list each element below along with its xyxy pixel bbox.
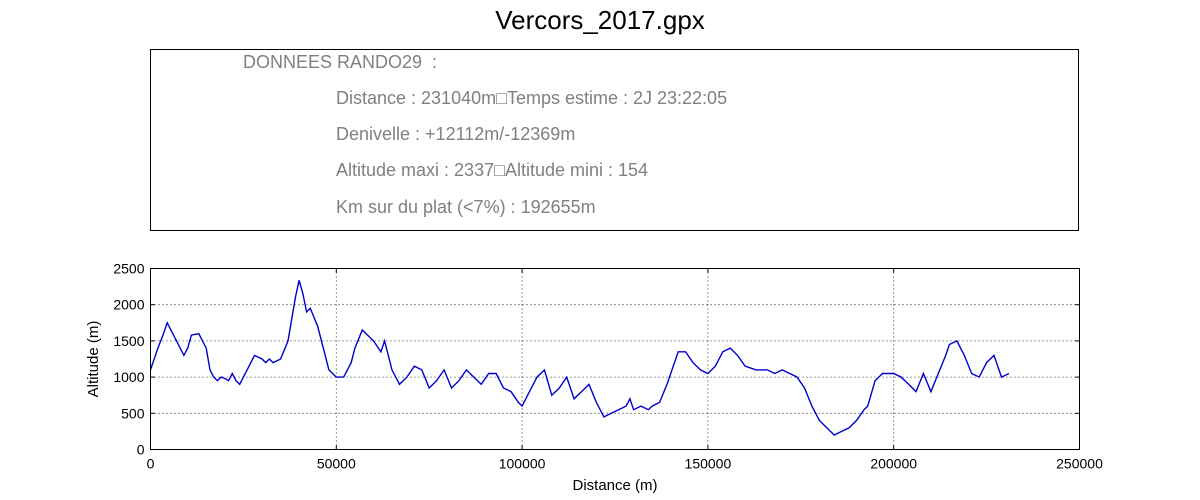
plot-frame [150, 268, 1080, 450]
y-axis-label: Altitude (m) [85, 321, 102, 398]
grid-lines [150, 268, 1080, 450]
x-tick-label: 250000 [1056, 456, 1103, 472]
info-altitude: Altitude maxi : 2337□Altitude mini : 154 [336, 160, 649, 180]
x-axis-ticks: 0 50000 100000 150000 200000 250000 [147, 268, 1103, 472]
chart-title: Vercors_2017.gpx [495, 5, 705, 35]
y-tick-label: 2000 [113, 297, 144, 313]
y-tick-label: 500 [121, 405, 145, 421]
x-tick-label: 0 [147, 456, 155, 472]
info-plat: Km sur du plat (<7%) : 192655m [336, 197, 596, 217]
x-tick-label: 50000 [317, 456, 356, 472]
y-tick-label: 1500 [113, 333, 144, 349]
y-tick-label: 1000 [113, 369, 144, 385]
x-tick-label: 150000 [685, 456, 732, 472]
x-tick-label: 200000 [870, 456, 917, 472]
info-header: DONNEES RANDO29 : [243, 52, 438, 72]
altitude-series-line [149, 280, 1010, 436]
x-axis-label: Distance (m) [572, 477, 657, 494]
y-axis-ticks: 0 500 1000 1500 2000 2500 [113, 261, 1080, 458]
y-tick-label: 0 [137, 442, 145, 458]
x-tick-label: 100000 [499, 456, 546, 472]
info-denivelle: Denivelle : +12112m/-12369m [336, 124, 576, 144]
y-tick-label: 2500 [113, 261, 144, 277]
info-distance: Distance : 231040m□Temps estime : 2J 23:… [336, 88, 728, 108]
info-panel: DONNEES RANDO29 : Distance : 231040m□Tem… [150, 49, 1079, 231]
